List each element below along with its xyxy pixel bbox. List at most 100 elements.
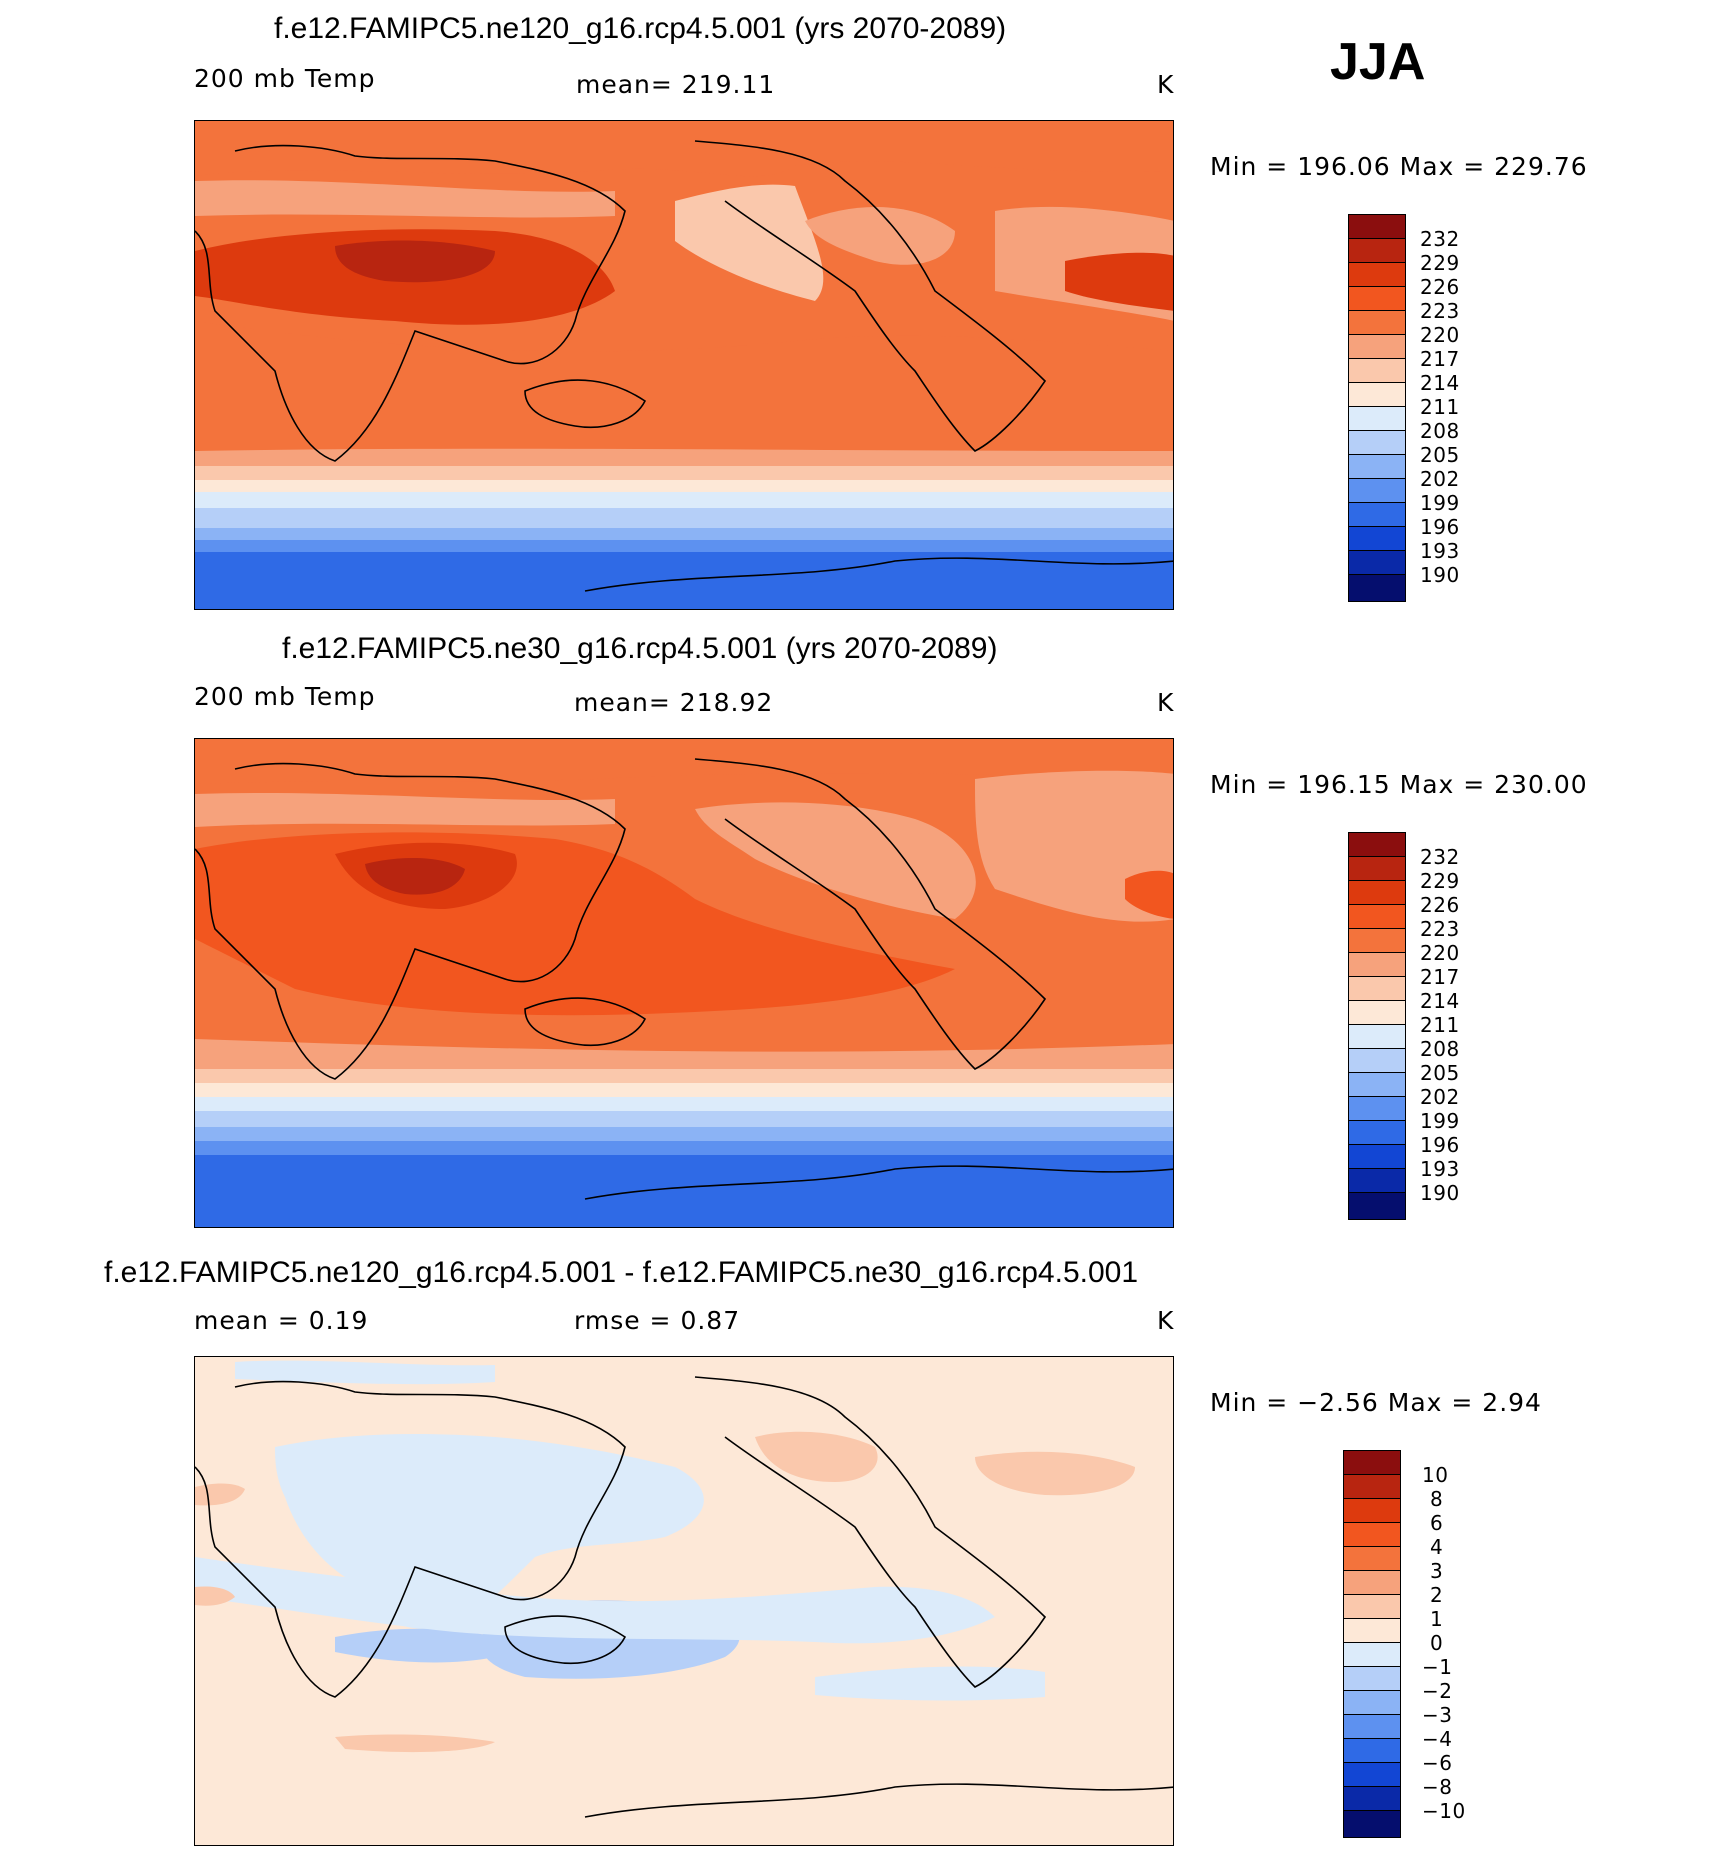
panel1-cbar-swatch xyxy=(1348,526,1406,552)
panel3-colorbar xyxy=(1343,1450,1401,1838)
panel3-cbar-swatch xyxy=(1343,1810,1401,1838)
panel2-cbar-swatch xyxy=(1348,1168,1406,1194)
panel2-variable: 200 mb Temp xyxy=(194,682,376,711)
panel1-cbar-swatch xyxy=(1348,478,1406,504)
panel1-cbar-swatch xyxy=(1348,550,1406,576)
panel1-cbar-label: 199 xyxy=(1420,491,1460,515)
panel2-cbar-swatch xyxy=(1348,1192,1406,1220)
panel1-map-svg xyxy=(195,121,1173,609)
panel2-cbar-label: 226 xyxy=(1420,893,1460,917)
panel1-cbar-swatch xyxy=(1348,382,1406,408)
panel2-cbar-swatch xyxy=(1348,928,1406,954)
panel3-title: f.e12.FAMIPC5.ne120_g16.rcp4.5.001 - f.e… xyxy=(104,1256,1139,1289)
panel3-rmse: rmse = 0.87 xyxy=(574,1306,741,1335)
panel1-variable: 200 mb Temp xyxy=(194,64,376,93)
panel1-cbar-swatch xyxy=(1348,406,1406,432)
season-label: JJA xyxy=(1330,33,1426,91)
panel1-cbar-label: 193 xyxy=(1420,539,1460,563)
panel2-map-svg xyxy=(195,739,1173,1227)
panel3-cbar-label: −3 xyxy=(1422,1703,1453,1727)
panel3-cbar-label: 2 xyxy=(1430,1583,1444,1607)
panel2-map xyxy=(194,738,1174,1228)
panel1-cbar-label: 196 xyxy=(1420,515,1460,539)
panel2-cbar-label: 205 xyxy=(1420,1061,1460,1085)
panel3-units: K xyxy=(1157,1306,1175,1335)
panel1-cbar-swatch xyxy=(1348,334,1406,360)
panel2-cbar-swatch xyxy=(1348,1000,1406,1026)
panel2-cbar-label: 190 xyxy=(1420,1181,1460,1205)
panel1-map xyxy=(194,120,1174,610)
panel1-cbar-label: 190 xyxy=(1420,563,1460,587)
panel1-mean: mean= 219.11 xyxy=(576,70,776,99)
panel3-cbar-label: −2 xyxy=(1422,1679,1453,1703)
panel3-cbar-swatch xyxy=(1343,1570,1401,1596)
panel3-cbar-swatch xyxy=(1343,1618,1401,1644)
panel2-cbar-swatch xyxy=(1348,1048,1406,1074)
panel1-cbar-label: 202 xyxy=(1420,467,1460,491)
panel3-mean: mean = 0.19 xyxy=(194,1306,369,1335)
panel2-cbar-swatch xyxy=(1348,856,1406,882)
panel1-cbar-swatch xyxy=(1348,310,1406,336)
panel1-cbar-swatch xyxy=(1348,358,1406,384)
panel2-cbar-swatch xyxy=(1348,1096,1406,1122)
panel1-colorbar xyxy=(1348,214,1406,602)
panel3-cbar-swatch xyxy=(1343,1474,1401,1500)
panel1-cbar-swatch xyxy=(1348,574,1406,602)
panel1-cbar-swatch xyxy=(1348,214,1406,240)
panel3-cbar-swatch xyxy=(1343,1498,1401,1524)
panel2-cbar-label: 208 xyxy=(1420,1037,1460,1061)
panel3-cbar-label: −10 xyxy=(1422,1799,1466,1823)
panel2-cbar-swatch xyxy=(1348,1144,1406,1170)
panel1-cbar-label: 232 xyxy=(1420,227,1460,251)
panel2-cbar-label: 211 xyxy=(1420,1013,1460,1037)
panel1-title: f.e12.FAMIPC5.ne120_g16.rcp4.5.001 (yrs … xyxy=(274,12,1007,45)
panel1-cbar-swatch xyxy=(1348,262,1406,288)
panel2-cbar-swatch xyxy=(1348,1072,1406,1098)
panel1-cbar-swatch xyxy=(1348,238,1406,264)
panel2-mean: mean= 218.92 xyxy=(574,688,774,717)
panel2-cbar-swatch xyxy=(1348,1120,1406,1146)
panel2-cbar-label: 196 xyxy=(1420,1133,1460,1157)
panel1-cbar-swatch xyxy=(1348,454,1406,480)
panel1-minmax: Min = 196.06 Max = 229.76 xyxy=(1210,152,1588,181)
panel3-map xyxy=(194,1356,1174,1846)
panel2-cbar-label: 214 xyxy=(1420,989,1460,1013)
panel2-cbar-swatch xyxy=(1348,904,1406,930)
panel3-cbar-swatch xyxy=(1343,1642,1401,1668)
panel3-cbar-label: 4 xyxy=(1430,1535,1444,1559)
panel3-cbar-label: 1 xyxy=(1430,1607,1444,1631)
panel2-cbar-swatch xyxy=(1348,880,1406,906)
panel1-cbar-swatch xyxy=(1348,502,1406,528)
panel1-cbar-swatch xyxy=(1348,286,1406,312)
panel3-cbar-swatch xyxy=(1343,1690,1401,1716)
panel2-cbar-label: 223 xyxy=(1420,917,1460,941)
panel3-cbar-label: −1 xyxy=(1422,1655,1453,1679)
panel3-cbar-swatch xyxy=(1343,1546,1401,1572)
panel3-cbar-label: 0 xyxy=(1430,1631,1444,1655)
panel1-cbar-label: 226 xyxy=(1420,275,1460,299)
panel3-cbar-swatch xyxy=(1343,1762,1401,1788)
panel1-units: K xyxy=(1157,70,1175,99)
panel1-cbar-label: 220 xyxy=(1420,323,1460,347)
panel3-cbar-label: −6 xyxy=(1422,1751,1453,1775)
panel2-cbar-swatch xyxy=(1348,952,1406,978)
panel3-minmax: Min = −2.56 Max = 2.94 xyxy=(1210,1388,1542,1417)
panel2-cbar-label: 220 xyxy=(1420,941,1460,965)
panel2-cbar-label: 217 xyxy=(1420,965,1460,989)
panel2-cbar-label: 232 xyxy=(1420,845,1460,869)
panel3-cbar-swatch xyxy=(1343,1738,1401,1764)
panel2-cbar-label: 229 xyxy=(1420,869,1460,893)
panel1-cbar-swatch xyxy=(1348,430,1406,456)
panel1-cbar-label: 217 xyxy=(1420,347,1460,371)
panel1-cbar-label: 205 xyxy=(1420,443,1460,467)
panel1-cbar-label: 223 xyxy=(1420,299,1460,323)
panel1-cbar-label: 229 xyxy=(1420,251,1460,275)
panel2-cbar-label: 199 xyxy=(1420,1109,1460,1133)
panel2-colorbar xyxy=(1348,832,1406,1220)
panel3-cbar-label: 6 xyxy=(1430,1511,1444,1535)
panel2-cbar-label: 202 xyxy=(1420,1085,1460,1109)
panel3-cbar-swatch xyxy=(1343,1522,1401,1548)
panel1-cbar-label: 214 xyxy=(1420,371,1460,395)
panel3-cbar-label: 10 xyxy=(1422,1463,1449,1487)
panel3-cbar-label: 3 xyxy=(1430,1559,1444,1583)
